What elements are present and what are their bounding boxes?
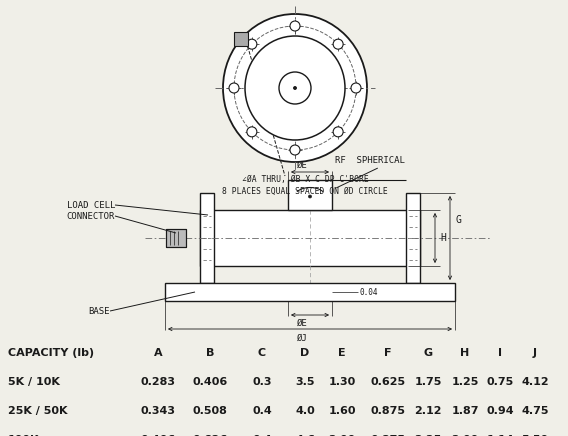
- Text: 0.4: 0.4: [252, 406, 272, 416]
- Ellipse shape: [333, 39, 343, 49]
- Text: 0.626: 0.626: [193, 435, 228, 436]
- Text: G: G: [423, 348, 433, 358]
- Text: LOAD CELL: LOAD CELL: [66, 201, 115, 210]
- Text: 2.00: 2.00: [452, 435, 479, 436]
- Text: 2.12: 2.12: [414, 406, 442, 416]
- Text: ØE: ØE: [296, 161, 307, 170]
- Text: RF  SPHERICAL: RF SPHERICAL: [335, 156, 405, 165]
- Text: 25K / 50K: 25K / 50K: [8, 406, 68, 416]
- Text: 1.60: 1.60: [328, 406, 356, 416]
- Ellipse shape: [351, 83, 361, 93]
- Text: 1.25: 1.25: [452, 377, 479, 387]
- Text: H: H: [440, 233, 446, 243]
- Text: 5.50: 5.50: [521, 435, 549, 436]
- Text: CONNECTOR: CONNECTOR: [66, 211, 115, 221]
- Bar: [166, 229, 186, 247]
- Text: 0.75: 0.75: [486, 377, 513, 387]
- Text: BASE: BASE: [89, 307, 110, 316]
- Text: 1.14: 1.14: [486, 435, 514, 436]
- Text: 0.406: 0.406: [140, 435, 176, 436]
- Text: 0.283: 0.283: [140, 377, 176, 387]
- Ellipse shape: [229, 83, 239, 93]
- Bar: [166, 229, 186, 247]
- Text: 4.12: 4.12: [521, 377, 549, 387]
- Ellipse shape: [333, 127, 343, 137]
- Text: G: G: [455, 215, 461, 225]
- Text: 5K / 10K: 5K / 10K: [8, 377, 60, 387]
- Text: J: J: [533, 348, 537, 358]
- Text: 0.94: 0.94: [486, 406, 514, 416]
- Text: ØE: ØE: [296, 319, 307, 328]
- Ellipse shape: [247, 39, 257, 49]
- Ellipse shape: [294, 86, 296, 89]
- Text: 0.04: 0.04: [360, 287, 378, 296]
- Text: ØJ: ØJ: [296, 334, 307, 343]
- Ellipse shape: [290, 145, 300, 155]
- Ellipse shape: [279, 72, 311, 104]
- Text: I: I: [498, 348, 502, 358]
- Text: C: C: [258, 348, 266, 358]
- Text: 0.406: 0.406: [193, 377, 228, 387]
- Text: ∠ØA THRU, ØB X C DP C'BORE
8 PLACES EQUAL SPACED ON ØD CIRCLE: ∠ØA THRU, ØB X C DP C'BORE 8 PLACES EQUA…: [222, 175, 388, 196]
- Text: H: H: [461, 348, 470, 358]
- Text: E: E: [338, 348, 346, 358]
- Text: B: B: [206, 348, 214, 358]
- Text: 1.30: 1.30: [328, 377, 356, 387]
- Text: 4.0: 4.0: [295, 406, 315, 416]
- Bar: [200, 193, 214, 283]
- Bar: [200, 210, 420, 266]
- Ellipse shape: [308, 195, 311, 198]
- Ellipse shape: [290, 21, 300, 31]
- Text: 4.6: 4.6: [295, 435, 315, 436]
- Text: 1.75: 1.75: [414, 377, 442, 387]
- Text: 0.625: 0.625: [370, 377, 406, 387]
- Text: 0.3: 0.3: [252, 377, 272, 387]
- Text: 0.343: 0.343: [140, 406, 176, 416]
- Ellipse shape: [247, 127, 257, 137]
- Text: 0.875: 0.875: [370, 435, 406, 436]
- Bar: [288, 180, 332, 210]
- Text: 100K: 100K: [8, 435, 40, 436]
- Text: 2.25: 2.25: [414, 435, 442, 436]
- Ellipse shape: [223, 14, 367, 162]
- Bar: [165, 283, 455, 301]
- Text: CAPACITY (lb): CAPACITY (lb): [8, 348, 94, 358]
- Text: 1.87: 1.87: [451, 406, 479, 416]
- Bar: [233, 32, 248, 46]
- Bar: [406, 193, 420, 283]
- Text: 0.875: 0.875: [370, 406, 406, 416]
- Text: 3.5: 3.5: [295, 377, 315, 387]
- Text: D: D: [300, 348, 310, 358]
- Text: 4.75: 4.75: [521, 406, 549, 416]
- Text: 2.00: 2.00: [328, 435, 356, 436]
- Text: F: F: [384, 348, 392, 358]
- Text: 0.4: 0.4: [252, 435, 272, 436]
- Ellipse shape: [245, 36, 345, 140]
- Text: 0.508: 0.508: [193, 406, 227, 416]
- Text: A: A: [154, 348, 162, 358]
